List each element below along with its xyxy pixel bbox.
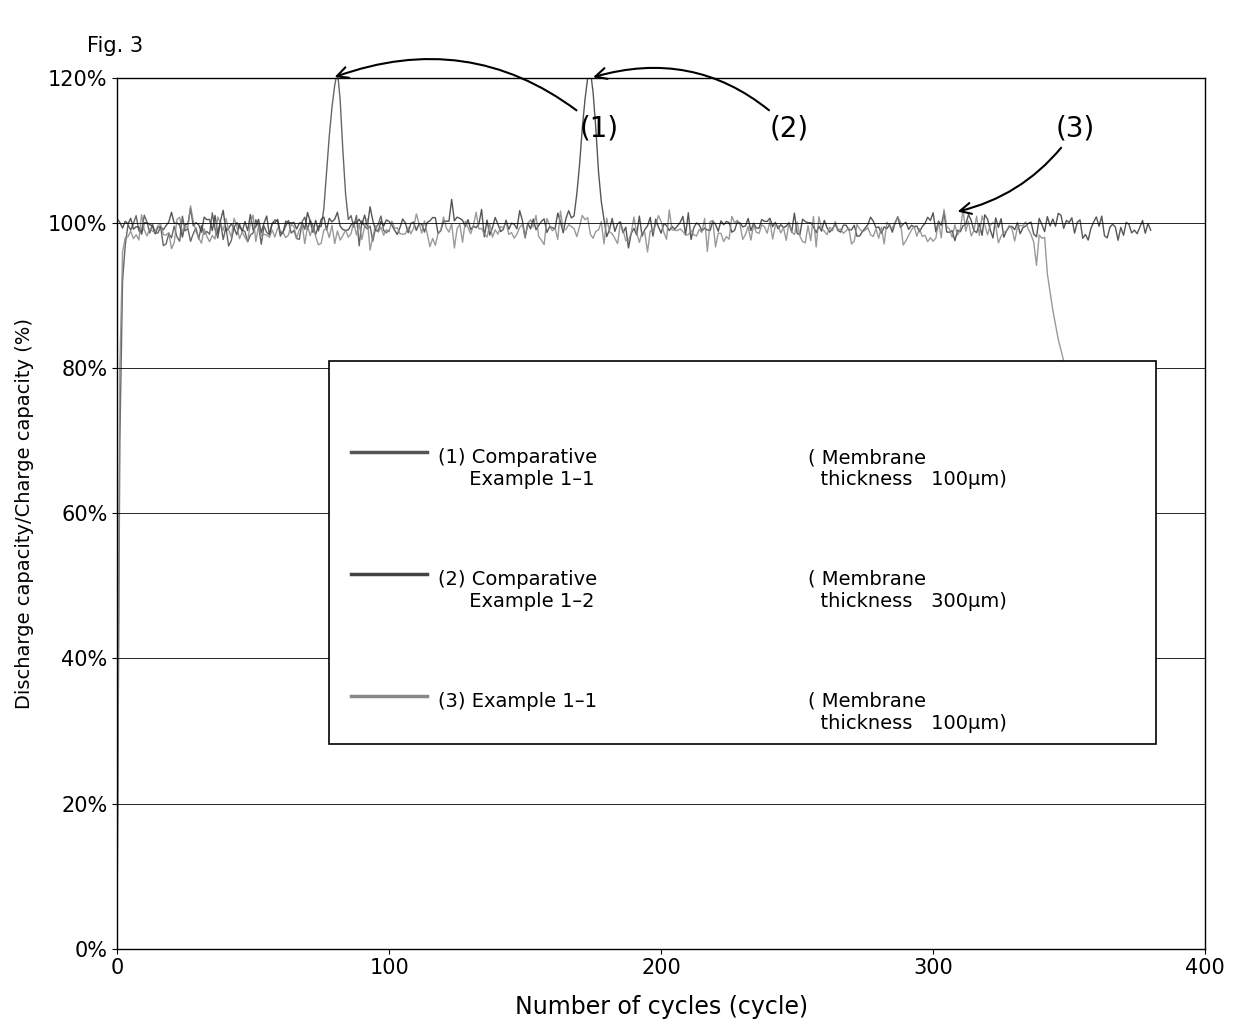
Y-axis label: Discharge capacity/Charge capacity (%): Discharge capacity/Charge capacity (%) [15, 317, 33, 709]
Text: Fig. 3: Fig. 3 [87, 36, 143, 56]
Text: (2) Comparative
     Example 1–2: (2) Comparative Example 1–2 [438, 570, 598, 611]
Text: (1): (1) [337, 59, 619, 143]
Text: ( Membrane
  thickness   100μm): ( Membrane thickness 100μm) [808, 692, 1007, 733]
Text: ( Membrane
  thickness   300μm): ( Membrane thickness 300μm) [808, 570, 1007, 611]
Text: (1) Comparative
     Example 1–1: (1) Comparative Example 1–1 [438, 448, 598, 489]
Text: (3): (3) [960, 115, 1095, 214]
X-axis label: Number of cycles (cycle): Number of cycles (cycle) [515, 995, 807, 1018]
Text: ( Membrane
  thickness   100μm): ( Membrane thickness 100μm) [808, 448, 1007, 489]
Text: (3) Example 1–1: (3) Example 1–1 [438, 692, 598, 710]
FancyBboxPatch shape [330, 361, 1156, 744]
Text: (2): (2) [595, 68, 808, 143]
